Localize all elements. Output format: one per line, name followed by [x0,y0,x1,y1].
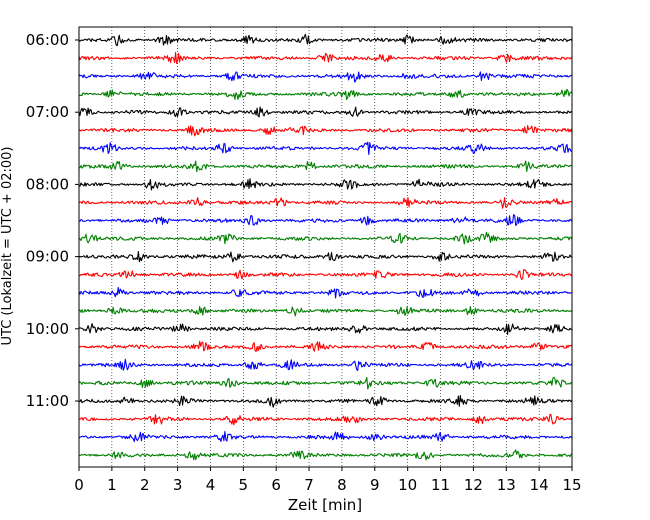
x-tick-label: 10 [398,476,417,494]
x-axis-label: Zeit [min] [288,496,362,514]
seismogram-trace [78,214,573,226]
y-axis-ticks: 06:00 07:00 08:00 09:00 10:00 11:00 [26,31,79,410]
seismogram-trace [79,413,573,426]
seismogram-trace [78,449,573,461]
x-tick-label: 15 [562,476,581,494]
seismogram-trace [78,340,573,352]
seismogram-trace [78,71,573,83]
seismogram-trace [78,178,573,191]
x-grid [111,27,540,467]
x-tick-label: 6 [271,476,281,494]
y-tick-label: 10:00 [26,320,69,338]
x-tick-label: 12 [464,476,483,494]
seismogram-trace [78,430,573,443]
x-tick-label: 5 [239,476,249,494]
y-tick-label: 09:00 [26,248,69,266]
seismogram-trace [78,33,573,47]
x-tick-label: 7 [304,476,314,494]
seismogram-trace [78,106,573,118]
seismogram-trace [78,125,573,137]
seismogram-trace [78,231,573,245]
x-tick-label: 9 [370,476,380,494]
seismogram-trace [78,376,573,390]
seismogram-trace [79,88,573,100]
seismogram-trace [78,358,573,371]
seismogram-trace [78,160,573,173]
x-axis-ticks: 0 1 2 3 4 5 6 7 8 9 10 11 12 13 14 15 [74,467,582,494]
seismogram-trace [78,269,573,281]
x-tick-label: 1 [107,476,117,494]
seismogram-trace [78,250,573,263]
seismogram-trace [78,323,573,335]
seismogram-trace [78,197,572,209]
x-tick-label: 2 [140,476,150,494]
seismogram-trace [78,286,572,299]
y-tick-label: 06:00 [26,31,69,49]
seismogram-trace [78,394,573,408]
seismogram-trace [78,141,573,155]
x-tick-label: 0 [74,476,84,494]
x-tick-label: 4 [206,476,216,494]
trace-series [78,33,573,461]
y-axis-label: UTC (Lokalzeit = UTC + 02:00) [0,147,15,346]
seismogram-trace [78,51,573,65]
plot-frame [78,26,573,468]
y-tick-label: 08:00 [26,175,69,193]
seismogram-trace [78,305,573,317]
x-tick-label: 8 [337,476,347,494]
x-tick-label: 11 [431,476,450,494]
x-tick-label: 14 [530,476,549,494]
x-tick-label: 13 [497,476,516,494]
y-tick-label: 07:00 [26,103,69,121]
y-tick-label: 11:00 [26,392,69,410]
x-tick-label: 3 [173,476,183,494]
